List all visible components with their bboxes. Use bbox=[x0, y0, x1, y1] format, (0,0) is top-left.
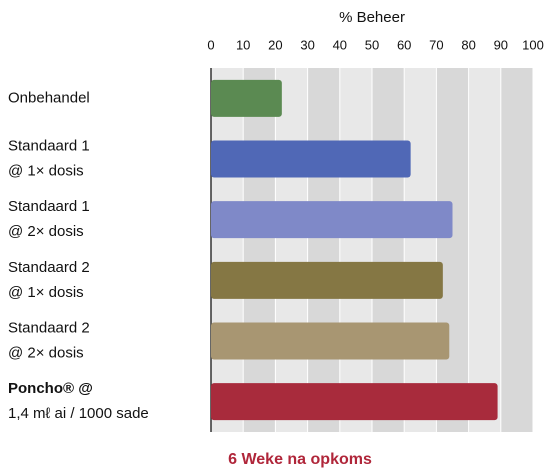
category-label: Standaard 1 bbox=[8, 137, 90, 154]
x-tick-label: 90 bbox=[494, 37, 508, 52]
bar bbox=[211, 140, 411, 178]
bar bbox=[211, 201, 453, 239]
grid-band bbox=[436, 68, 469, 432]
grid-band bbox=[500, 68, 533, 432]
x-tick-label: 50 bbox=[365, 37, 379, 52]
axis-title: % Beheer bbox=[339, 9, 405, 26]
category-label: @ 2× dosis bbox=[8, 223, 84, 240]
category-label: Poncho® @ bbox=[8, 380, 93, 397]
category-label: 1,4 mℓ ai / 1000 sade bbox=[8, 405, 149, 422]
x-tick-label: 70 bbox=[429, 37, 443, 52]
category-label: @ 1× dosis bbox=[8, 284, 84, 301]
bar bbox=[211, 322, 450, 360]
x-tick-label: 60 bbox=[397, 37, 411, 52]
grid-band bbox=[307, 68, 340, 432]
x-tick-label: 0 bbox=[207, 37, 214, 52]
x-tick-label: 80 bbox=[461, 37, 475, 52]
bar bbox=[211, 261, 443, 299]
x-tick-label: 20 bbox=[268, 37, 282, 52]
category-label: Standaard 2 bbox=[8, 259, 90, 276]
grid-band bbox=[243, 68, 276, 432]
category-label: Standaard 1 bbox=[8, 198, 90, 215]
x-tick-label: 10 bbox=[236, 37, 250, 52]
grid-band bbox=[372, 68, 405, 432]
category-label: @ 2× dosis bbox=[8, 344, 84, 361]
caption: 6 Weke na opkoms bbox=[228, 451, 372, 468]
x-tick-label: 30 bbox=[300, 37, 314, 52]
bar bbox=[211, 79, 282, 117]
category-label: @ 1× dosis bbox=[8, 162, 84, 179]
x-tick-label: 40 bbox=[333, 37, 347, 52]
category-label: Onbehandel bbox=[8, 89, 90, 106]
bar bbox=[211, 383, 498, 421]
x-tick-label: 100 bbox=[522, 37, 544, 52]
category-label: Standaard 2 bbox=[8, 319, 90, 336]
